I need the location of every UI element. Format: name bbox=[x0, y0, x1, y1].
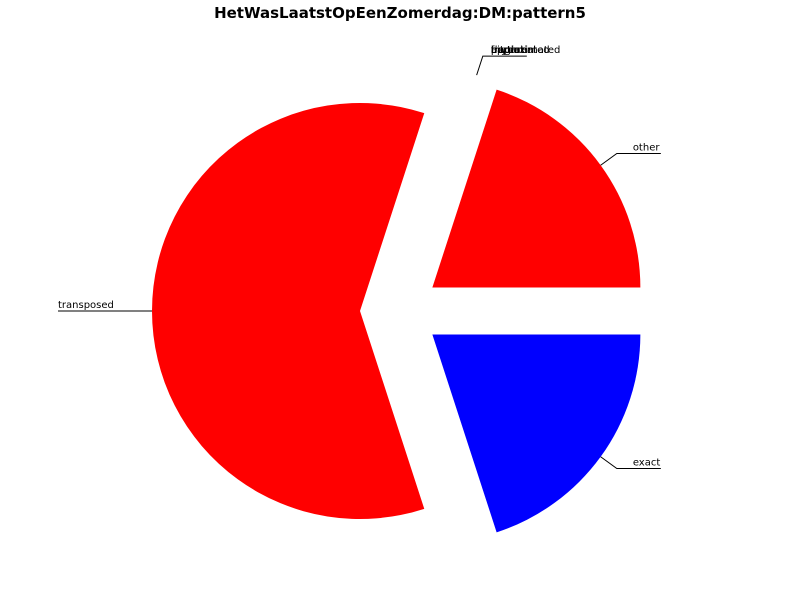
leader-line-exact bbox=[600, 456, 661, 470]
leader-line-bitpartial bbox=[476, 55, 527, 76]
slice-label-bitpartial: bitpartial bbox=[491, 45, 536, 56]
slice-label-other: other bbox=[633, 142, 661, 153]
slice-label-fragmented: fragmented bbox=[491, 45, 550, 56]
chart-title: HetWasLaatstOpEenZomerdag:DM:pattern5 bbox=[214, 4, 586, 22]
pie-slice-transposed bbox=[152, 103, 425, 520]
slice-label-exact: exact bbox=[633, 458, 661, 469]
leader-line-other bbox=[600, 152, 661, 166]
pie-slice-other bbox=[432, 89, 641, 288]
slice-label-transposed: transposed bbox=[58, 300, 114, 311]
pie-slice-exact bbox=[432, 334, 641, 533]
slice-label-rhythm: rhythm bbox=[491, 45, 527, 56]
slice-label-approximated: approximated bbox=[491, 45, 561, 56]
slice-label-partial: partial bbox=[491, 45, 523, 56]
